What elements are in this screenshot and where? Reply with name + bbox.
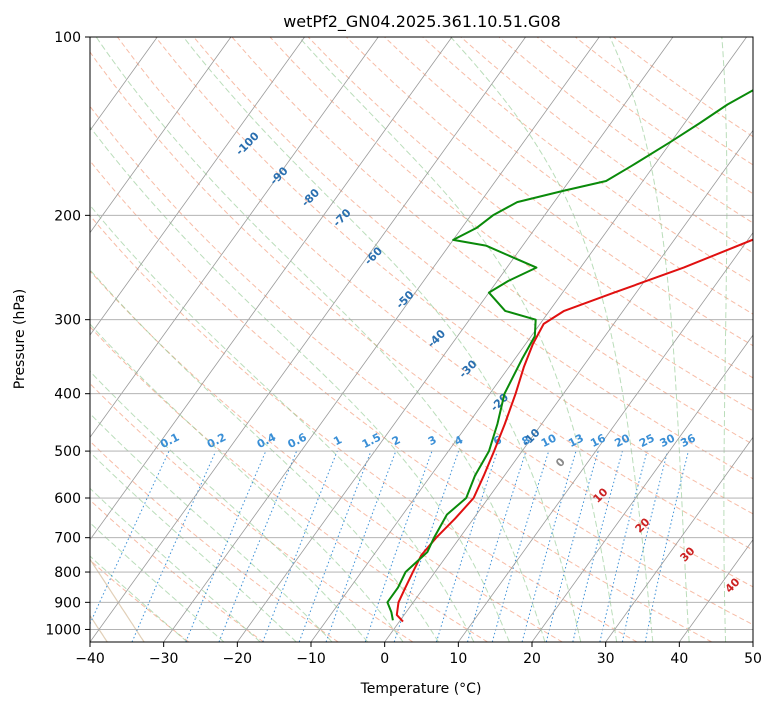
- isotherm-gridline: [384, 129, 753, 642]
- mixing-ratio-label: 10: [539, 431, 559, 450]
- mixing-ratio-label: 20: [612, 431, 632, 450]
- moist-adiabat: [95, 37, 546, 642]
- mixing-ratio-line: [435, 450, 498, 642]
- y-tick-label: 600: [54, 491, 81, 507]
- y-tick-label: 300: [54, 313, 81, 329]
- mixing-ratio-line: [298, 450, 372, 642]
- x-tick-label: −10: [296, 651, 326, 667]
- isotherm-gridline: [163, 37, 600, 642]
- isotherm-gridline: [90, 37, 305, 336]
- y-tick-label: 400: [54, 387, 81, 403]
- isotherm-gridline: [531, 334, 753, 642]
- isotherm-gridline: [237, 37, 674, 642]
- mixing-ratio-line: [621, 450, 669, 642]
- isotherm-gridline: [310, 37, 747, 642]
- y-axis: 100 200 300 400 500 600 700 800 900 1000: [45, 30, 90, 638]
- mixing-ratio-line: [572, 450, 623, 642]
- x-tick-label: 40: [670, 651, 688, 667]
- mixing-ratio-line: [185, 450, 267, 642]
- mixing-ratio-line: [218, 450, 298, 642]
- y-tick-label: 200: [54, 208, 81, 224]
- x-tick-label: 10: [449, 651, 467, 667]
- moist-adiabat: [90, 522, 225, 642]
- mixing-ratio-label: 13: [566, 432, 586, 451]
- dry-adiabat: [90, 270, 563, 642]
- dry-adiabat: [231, 37, 753, 445]
- x-tick-label: 50: [744, 651, 762, 667]
- background-lines: [90, 37, 753, 642]
- y-tick-label: 1000: [45, 622, 81, 638]
- mixing-ratio-line: [545, 450, 599, 642]
- isotherm-gridline: [0, 37, 10, 642]
- isotherm-gridline: [679, 539, 753, 642]
- plot-area: [90, 37, 753, 642]
- isotherm-gridline: [458, 232, 753, 642]
- plot-frame: [89, 36, 754, 643]
- profiles: [386, 89, 753, 623]
- mixing-ratio-line: [364, 450, 433, 642]
- isotherm-gridline: [90, 37, 379, 439]
- dewpoint-profile: [386, 89, 753, 621]
- moist-adiabat: [90, 204, 475, 642]
- y-tick-label: 900: [54, 595, 81, 611]
- x-tick-label: 20: [523, 651, 541, 667]
- mixing-ratio-label: 30: [658, 431, 678, 450]
- moist-adiabat: [90, 323, 404, 642]
- mixing-ratio-line: [599, 450, 648, 642]
- mixing-ratio-label: 25: [637, 432, 657, 451]
- moist-adiabat: [721, 37, 728, 642]
- mixing-ratio-line: [521, 450, 577, 642]
- x-axis-label: Temperature (°C): [360, 681, 482, 697]
- y-tick-label: 100: [54, 30, 81, 46]
- dry-adiabat: [90, 214, 638, 642]
- dry-adiabat: [193, 37, 753, 480]
- isotherm-gridline: [752, 641, 753, 642]
- dry-adiabat: [384, 37, 753, 315]
- y-tick-label: 500: [54, 444, 81, 460]
- moist-adiabat: [90, 451, 297, 642]
- x-tick-label: −30: [149, 651, 179, 667]
- isotherm-gridline: [90, 37, 453, 541]
- isotherm-gridline: [90, 37, 526, 642]
- moist-adiabat: [90, 370, 369, 642]
- mixing-ratio-label: 16: [588, 431, 608, 450]
- y-tick-label: 700: [54, 531, 81, 547]
- x-axis: −40 −30 −20 −10 0 10 20 30 40 50: [75, 642, 762, 667]
- tan-curve: [90, 558, 145, 642]
- x-tick-label: 30: [597, 651, 615, 667]
- y-axis-label: Pressure (hPa): [12, 289, 28, 389]
- moist-adiabat: [90, 555, 188, 642]
- temperature-profile: [395, 238, 753, 623]
- isotherm-gridline: [605, 436, 753, 642]
- chart-title: wetPf2_GN04.2025.361.10.51.G08: [283, 12, 561, 32]
- moist-adiabat: [90, 412, 333, 642]
- moist-adiabat: [450, 37, 654, 642]
- dry-adiabat: [90, 559, 190, 642]
- mixing-ratio-line: [262, 450, 338, 642]
- dry-adiabat: [90, 160, 712, 642]
- dry-adiabat: [422, 37, 753, 284]
- gridlines: [0, 37, 753, 642]
- dry-adiabat: [345, 37, 753, 347]
- x-tick-label: −20: [223, 651, 253, 667]
- isotherm-gridline: [90, 37, 232, 234]
- dry-adiabat: [90, 51, 753, 588]
- mixing-ratio-line: [325, 450, 397, 642]
- dry-adiabat: [90, 105, 753, 626]
- dry-adiabat: [90, 382, 414, 642]
- mixing-ratio-line: [467, 450, 527, 642]
- x-tick-label: 0: [380, 651, 389, 667]
- moist-adiabat: [90, 126, 510, 642]
- mixing-ratio-line: [644, 450, 689, 642]
- mixing-ratio-label: 36: [678, 431, 698, 450]
- moist-adiabat: [90, 269, 439, 642]
- moist-adiabat: [609, 37, 690, 642]
- x-tick-label: −40: [75, 651, 105, 667]
- y-tick-label: 800: [54, 565, 81, 581]
